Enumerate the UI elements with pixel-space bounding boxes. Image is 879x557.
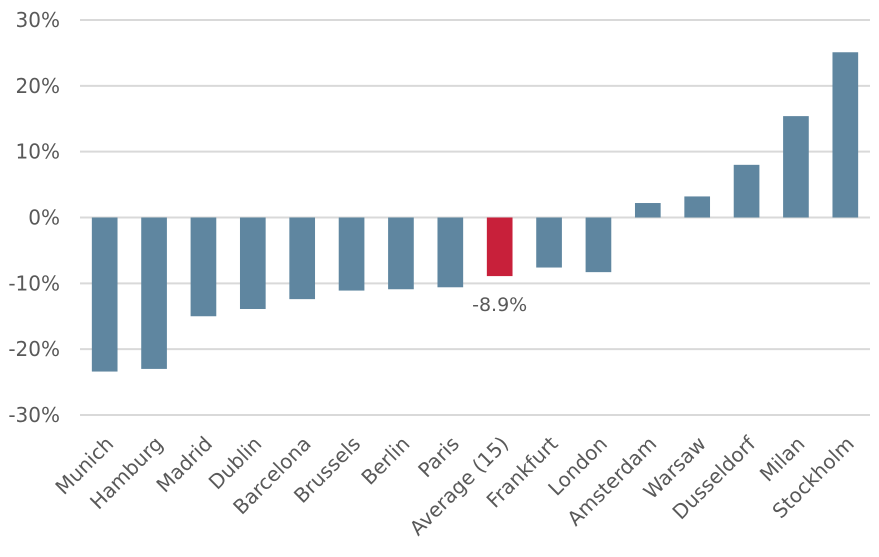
bar: [338, 217, 365, 291]
y-tick-label: 20%: [16, 74, 60, 98]
bar: [832, 52, 859, 218]
bar: [190, 217, 217, 317]
bars: [91, 52, 859, 372]
bar: [634, 203, 661, 218]
y-axis-tick-labels: 30% 20% 10% 0% -10% -20% -30%: [8, 8, 60, 427]
data-label: -8.9%: [472, 294, 527, 316]
y-tick-label: -10%: [8, 271, 60, 295]
bar: [585, 217, 612, 273]
y-tick-label: 30%: [16, 8, 60, 32]
bar: [437, 217, 464, 288]
bar: [141, 217, 167, 369]
bar: [684, 196, 711, 218]
data-labels: -8.9%: [472, 294, 527, 316]
y-tick-label: 0%: [28, 206, 60, 230]
bar: [486, 217, 513, 277]
y-tick-label: -20%: [8, 337, 60, 361]
bar: [388, 217, 414, 290]
bar: [536, 217, 562, 268]
bar: [733, 164, 760, 218]
bar: [91, 217, 118, 372]
bar: [783, 116, 809, 218]
y-tick-label: -30%: [8, 403, 60, 427]
x-axis-category-labels: MunichHamburgMadridDublinBarcelonaBrusse…: [50, 431, 858, 540]
y-tick-label: 10%: [16, 140, 60, 164]
x-tick-label: Berlin: [356, 432, 414, 490]
bar: [239, 217, 266, 310]
x-tick-label: Madrid: [151, 432, 217, 498]
bar: [289, 217, 316, 300]
